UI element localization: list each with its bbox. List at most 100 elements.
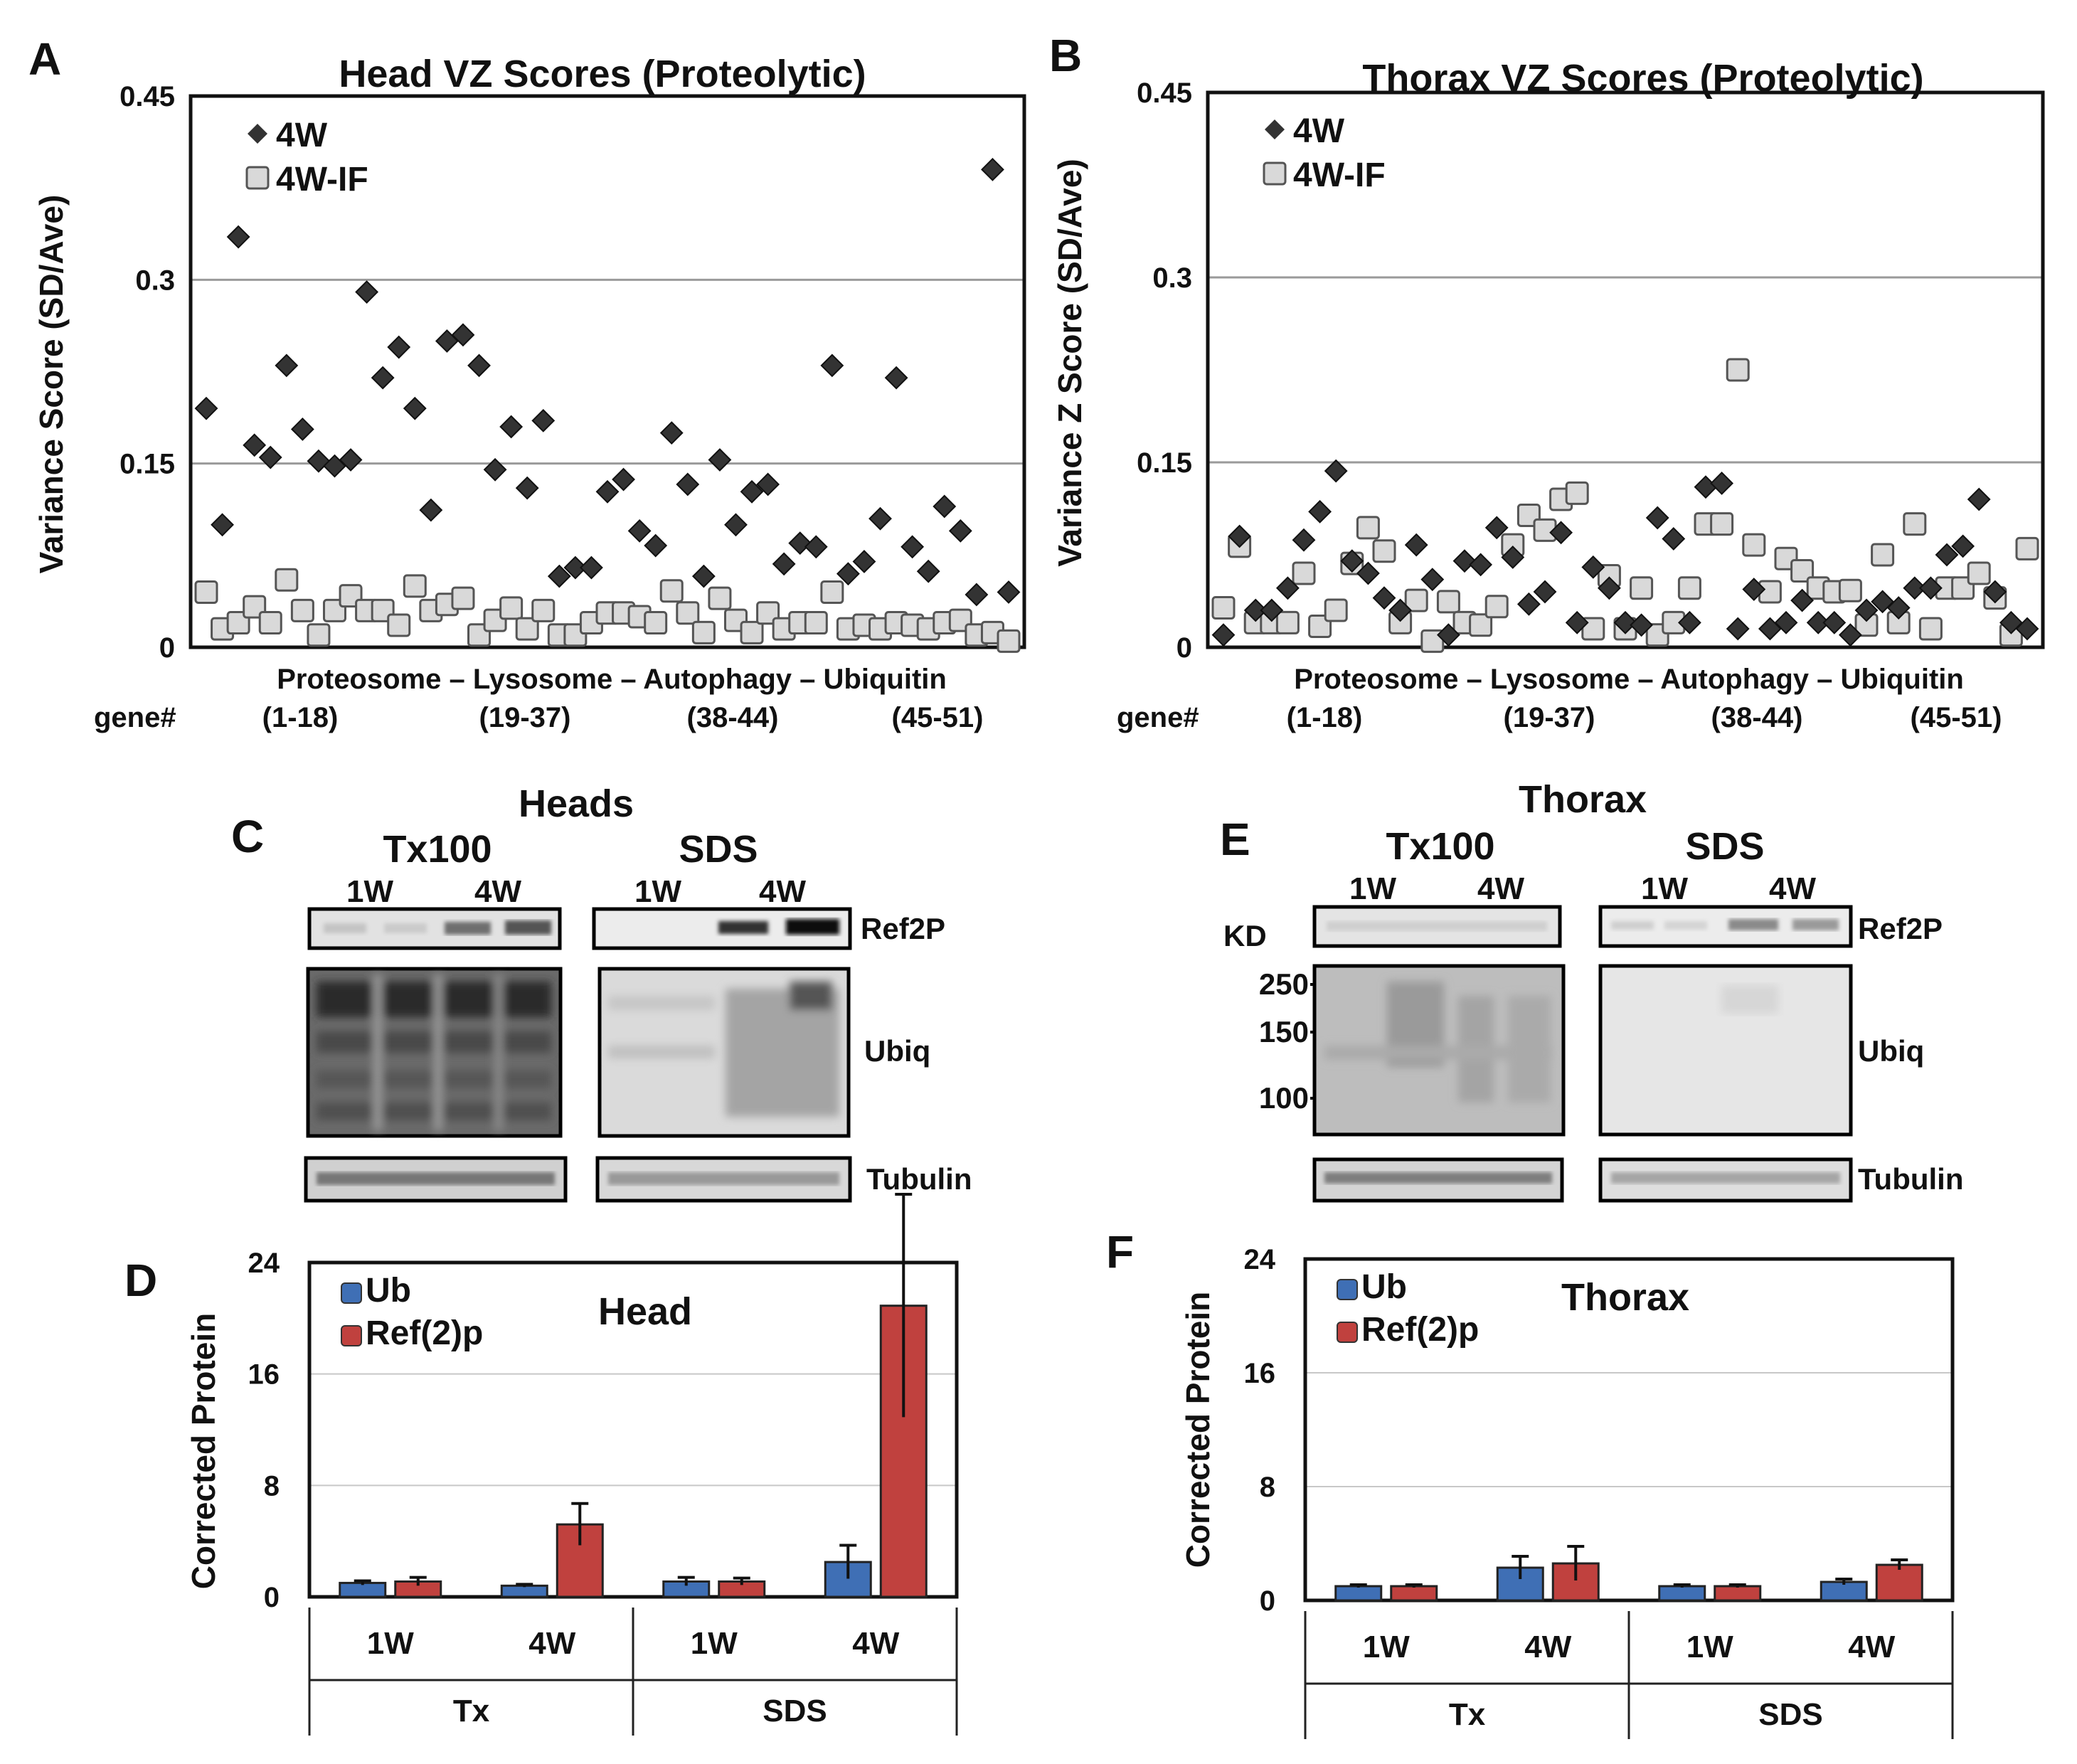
data-point-4w <box>1822 610 1847 634</box>
blot-heads-group-tx100: Tx100 <box>383 828 492 871</box>
blot-heads-tubulin-tx <box>304 1156 568 1203</box>
data-point-4w <box>740 479 764 504</box>
panel-letter-d: D <box>124 1255 157 1306</box>
scatter-plot-b: 0 0.15 0.3 0.45 4W 4W-IF <box>1137 78 2045 664</box>
panel-letter-a: A <box>28 33 61 85</box>
x-category-label: 1W <box>691 1626 738 1661</box>
data-point-4w <box>612 467 635 492</box>
data-point-4w <box>1597 576 1621 600</box>
x-category-label: 4W <box>528 1626 575 1661</box>
y-tick-label: 24 <box>248 1248 280 1279</box>
data-point-4w-if <box>2015 536 2039 560</box>
data-point-4w-if <box>403 574 427 598</box>
data-point-4w <box>194 396 218 420</box>
data-point-4w <box>1420 568 1445 592</box>
data-point-4w-if <box>1838 578 1862 602</box>
blot-heads-ref2p-tx <box>307 907 562 950</box>
data-point-4w <box>1983 580 2007 604</box>
data-point-4w <box>965 583 989 607</box>
data-point-4w <box>1951 534 1975 558</box>
y-tick-label: 8 <box>1260 1472 1275 1503</box>
y-tick-label: 0.3 <box>1152 262 1192 294</box>
data-point-4w <box>339 448 363 472</box>
data-point-4w-if <box>1630 576 1654 600</box>
data-point-4w-if <box>1436 590 1460 614</box>
y-tick-label: 0.45 <box>1137 78 1192 109</box>
data-point-4w-if <box>1918 617 1943 641</box>
panel-c-blot: C Heads Tx100 SDS 1W 4W 1W 4W Ref2P <box>231 782 972 1203</box>
legend-swatch-ub <box>341 1282 362 1304</box>
data-point-4w <box>804 535 828 559</box>
chart-a-y-axis-title: Variance Score (SD/Ave) <box>33 195 70 574</box>
legend-marker-4w <box>248 124 267 144</box>
data-point-4w-if <box>1710 512 1734 536</box>
panel-letter-f: F <box>1106 1226 1134 1277</box>
chart-b-category-label: Proteosome – Lysosome – Autophagy – Ubiq… <box>1294 664 1964 695</box>
blot-heads-lane-1w-tx: 1W <box>346 874 393 909</box>
y-tick-label: 0.3 <box>135 265 175 296</box>
data-point-4w <box>772 552 796 576</box>
data-point-4w <box>981 157 1004 181</box>
data-point-4w <box>1292 528 1316 552</box>
blot-thorax-tubulin-tx <box>1312 1157 1564 1203</box>
x-category-label: 1W <box>367 1626 414 1661</box>
legend-swatch-ub <box>1337 1279 1358 1300</box>
data-point-4w <box>1662 527 1686 551</box>
legend-label: Ub <box>1361 1268 1407 1306</box>
blot-heads-lane-4w-tx: 4W <box>474 874 521 909</box>
data-point-4w <box>1388 598 1413 622</box>
data-point-4w <box>724 513 748 537</box>
data-point-4w <box>515 476 539 500</box>
y-tick-label: 0 <box>159 632 175 664</box>
chart-b-gene-range-4: (45-51) <box>1911 702 2002 733</box>
chart-a-gene-label: gene# <box>94 702 176 733</box>
data-point-4w-if <box>1790 559 1815 583</box>
data-point-4w <box>901 535 925 559</box>
bar-ub <box>500 1584 548 1598</box>
data-point-4w <box>756 472 780 496</box>
x-group-label: Tx <box>1449 1697 1486 1732</box>
data-point-4w-if <box>307 623 331 647</box>
data-point-4w <box>1324 459 1348 483</box>
x-category-label: 1W <box>1686 1630 1733 1664</box>
blot-thorax-group-tx100: Tx100 <box>1386 825 1494 868</box>
data-point-4w-if <box>644 611 668 635</box>
data-point-4w <box>403 396 427 420</box>
data-point-4w <box>1452 549 1477 573</box>
legend-label-4w: 4W <box>1293 112 1345 150</box>
blot-heads-lane-4w-sds: 4W <box>759 874 806 909</box>
y-tick-label: 0 <box>264 1582 280 1613</box>
data-point-4w <box>788 531 812 556</box>
data-point-4w <box>243 433 267 457</box>
data-point-4w <box>1806 610 1830 634</box>
bar-chart-d: 0 8 16 24 1W 4W 1W 4W Tx SDS Ub Ref(2)p <box>248 1193 959 1736</box>
chart-a-gene-range-4: (45-51) <box>892 702 984 733</box>
data-point-4w-if <box>997 629 1021 653</box>
data-point-4w <box>499 415 524 439</box>
bar-ref2p <box>1390 1585 1438 1602</box>
data-point-4w <box>1774 610 1798 634</box>
data-point-4w-if <box>226 611 250 635</box>
plot-frame <box>1206 90 2045 649</box>
data-point-4w <box>1372 586 1396 610</box>
data-point-4w <box>275 354 299 378</box>
data-point-4w <box>531 408 556 432</box>
chart-a-category-label: Proteosome – Lysosome – Autophagy – Ubiq… <box>277 664 947 695</box>
legend-swatch-ref2p <box>341 1325 362 1346</box>
panel-letter-c: C <box>231 811 264 862</box>
chart-f-title: Thorax <box>1561 1276 1689 1319</box>
chart-b-y-axis-title: Variance Z Score (SD/Ave) <box>1051 159 1088 567</box>
panel-letter-b: B <box>1049 30 1082 81</box>
bar-ref2p <box>1714 1585 1762 1602</box>
data-point-4w-if <box>1565 481 1589 505</box>
data-point-4w <box>708 448 732 472</box>
data-point-4w <box>691 564 716 588</box>
data-point-4w-if <box>515 617 539 641</box>
data-point-4w <box>659 421 684 445</box>
data-point-4w <box>580 556 603 580</box>
data-point-4w <box>547 564 571 588</box>
data-point-4w <box>1275 576 1300 600</box>
chart-b-gene-range-1: (1-18) <box>1287 702 1363 733</box>
data-point-4w-if <box>451 586 475 610</box>
data-point-4w <box>1260 598 1284 622</box>
